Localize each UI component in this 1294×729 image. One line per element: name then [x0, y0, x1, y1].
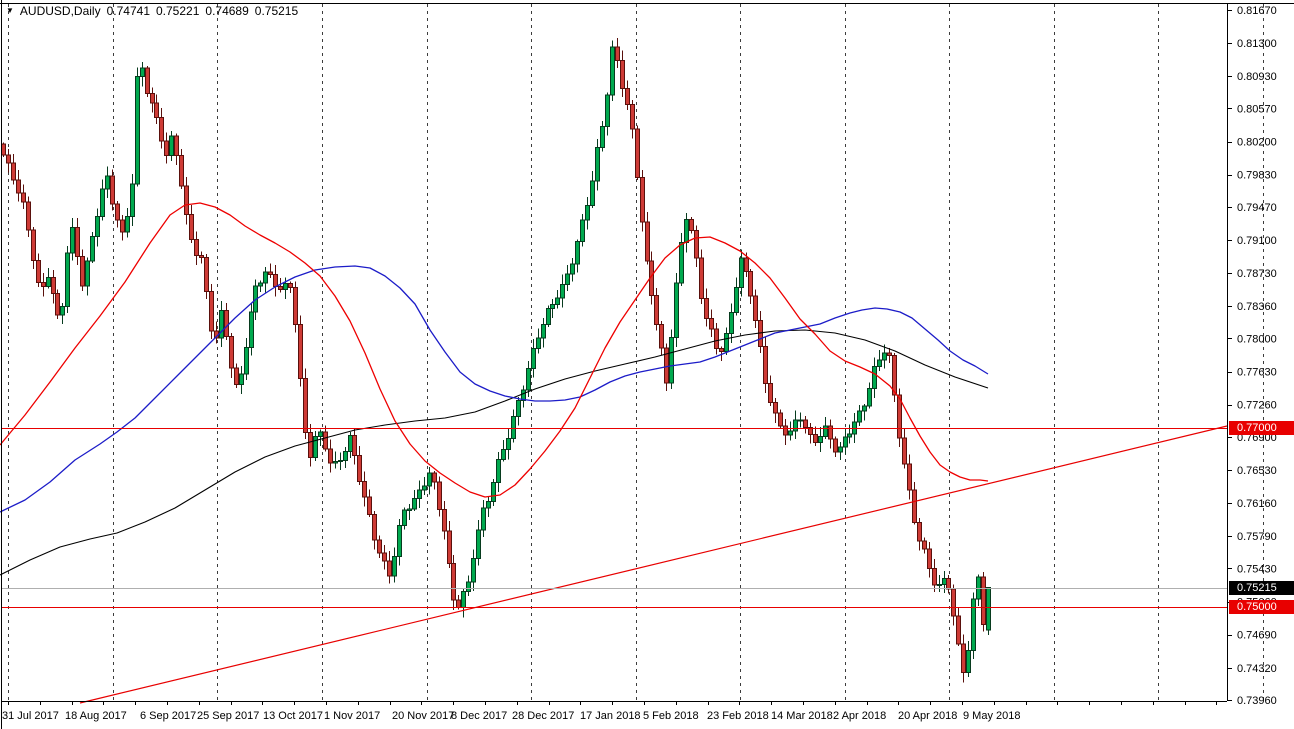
- price-axis-label: 0.78360: [1237, 301, 1277, 313]
- horizontal-level-lines: [2, 428, 1227, 608]
- time-axis-label: 9 May 2018: [963, 710, 1020, 722]
- ohlc-low: 0.74689: [205, 4, 249, 18]
- price-axis-label: 0.81670: [1237, 5, 1277, 17]
- price-axis-label: 0.80930: [1237, 71, 1277, 83]
- time-axis-label: 20 Apr 2018: [898, 710, 957, 722]
- time-axis-label: 8 Dec 2017: [451, 710, 507, 722]
- candlesticks: [1, 37, 991, 683]
- time-axis-label: 25 Sep 2017: [197, 710, 259, 722]
- price-axis-label: 0.75790: [1237, 531, 1277, 543]
- price-axis-label: 0.77630: [1237, 367, 1277, 379]
- current-price-badge: 0.75215: [1229, 581, 1294, 595]
- chart-title-bar: ▼ AUDUSD,Daily 0.74741 0.75221 0.74689 0.7521…: [6, 4, 298, 18]
- price-level-badge-0.75: 0.75000: [1229, 600, 1294, 614]
- price-axis-label: 0.76160: [1237, 498, 1277, 510]
- price-axis-label: 0.78730: [1237, 268, 1277, 280]
- price-axis-label: 0.73960: [1237, 695, 1277, 707]
- ma-red-line: [0, 202, 989, 498]
- time-axis-label: 17 Jan 2018: [580, 710, 641, 722]
- symbol-period-label: AUDUSD,Daily: [19, 4, 101, 18]
- price-level-badge-0.77: 0.77000: [1229, 421, 1294, 435]
- time-axis-label: 14 Mar 2018: [771, 710, 833, 722]
- price-axis-label: 0.74690: [1237, 630, 1277, 642]
- time-axis-label: 23 Feb 2018: [707, 710, 769, 722]
- price-axis-label: 0.79100: [1237, 235, 1277, 247]
- time-axis-label: 18 Aug 2017: [65, 710, 127, 722]
- time-axis-label: 13 Oct 2017: [263, 710, 323, 722]
- price-axis-label: 0.79470: [1237, 202, 1277, 214]
- ascending-trendline: [79, 425, 1228, 704]
- time-axis: 31 Jul 2017 18 Aug 2017 6 Sep 2017 25 Sep 2…: [2, 701, 1217, 722]
- time-axis-label: 31 Jul 2017: [2, 710, 59, 722]
- time-axis-label: 28 Dec 2017: [512, 710, 574, 722]
- time-axis-label: 6 Sep 2017: [140, 710, 196, 722]
- price-axis-label: 0.81300: [1237, 38, 1277, 50]
- time-axis-label: 20 Nov 2017: [392, 710, 454, 722]
- ma-black-line: [0, 329, 989, 576]
- price-axis-label: 0.76530: [1237, 465, 1277, 477]
- price-axis-label: 0.79830: [1237, 170, 1277, 182]
- price-axis-label: 0.75430: [1237, 563, 1277, 575]
- price-axis-label: 0.77260: [1237, 400, 1277, 412]
- ohlc-high: 0.75221: [156, 4, 200, 18]
- price-axis-label: 0.78000: [1237, 333, 1277, 345]
- ohlc-close: 0.75215: [254, 4, 299, 18]
- price-axis-label: 0.74320: [1237, 663, 1277, 675]
- time-axis-label: 5 Feb 2018: [643, 710, 699, 722]
- collapse-chart-icon[interactable]: ▼: [6, 6, 14, 15]
- gridlines: [8, 4, 1264, 700]
- time-axis-label: 1 Nov 2017: [324, 710, 380, 722]
- ma-blue-line: [0, 265, 989, 513]
- price-axis-label: 0.80200: [1237, 137, 1277, 149]
- time-axis-label: 2 Apr 2018: [833, 710, 886, 722]
- price-axis-label: 0.80570: [1237, 103, 1277, 115]
- ohlc-open: 0.74741: [106, 4, 150, 18]
